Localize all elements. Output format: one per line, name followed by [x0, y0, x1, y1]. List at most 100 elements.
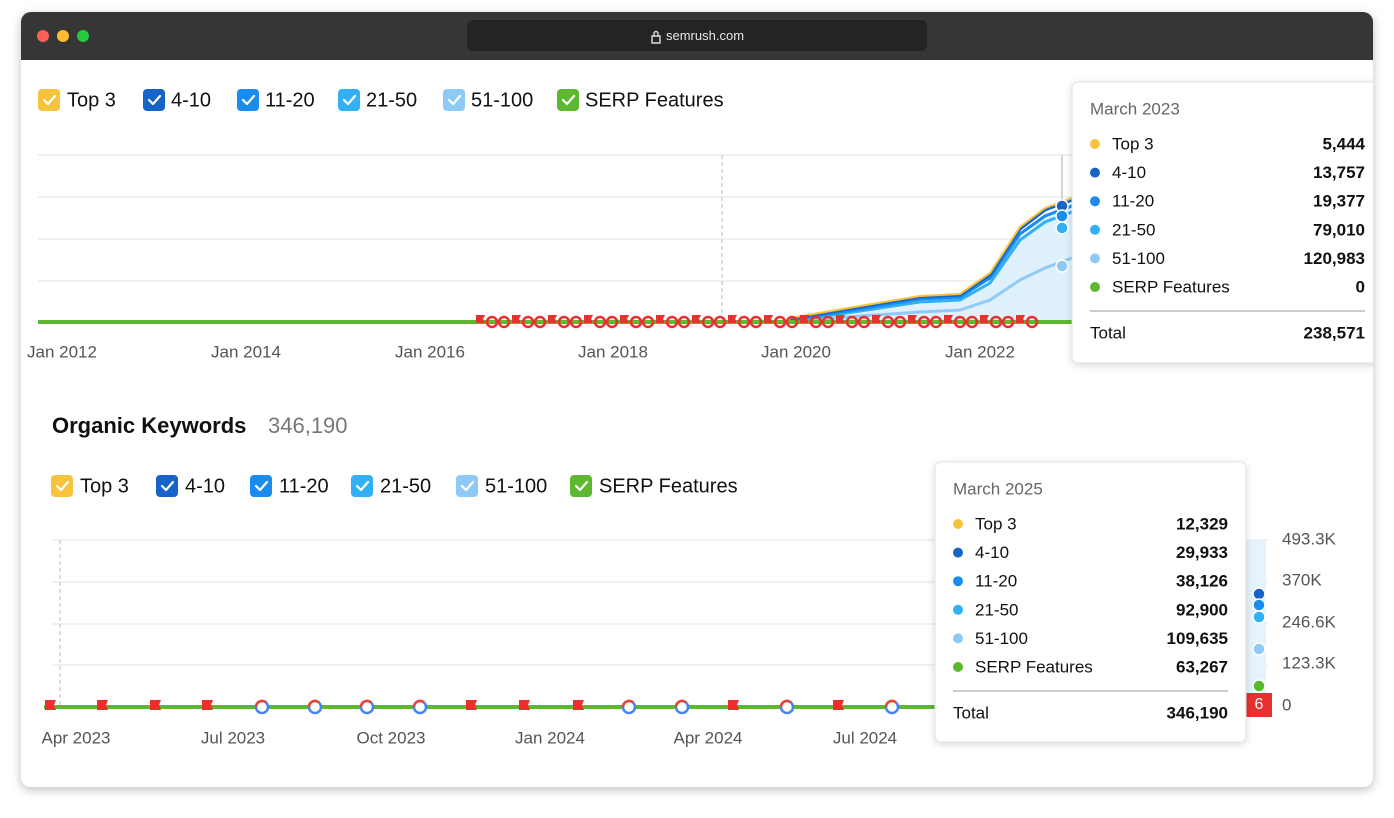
lock-icon: [651, 30, 661, 44]
legend-checkbox[interactable]: [443, 89, 465, 111]
hover-dot: [1252, 679, 1266, 693]
google-icon: [605, 315, 619, 329]
tooltip-label: Top 3: [1112, 134, 1154, 153]
google-icon: [737, 315, 751, 329]
legend-label[interactable]: 4-10: [171, 89, 211, 111]
flag-icon: [573, 700, 584, 714]
google-icon: [953, 315, 967, 329]
close-button[interactable]: [37, 30, 49, 42]
google-icon: [917, 315, 931, 329]
tooltip-label: 21-50: [1112, 220, 1155, 239]
flag-icon: [692, 315, 701, 327]
tooltip-total-label: Total: [1090, 323, 1126, 342]
legend-label[interactable]: Top 3: [67, 89, 116, 111]
google-icon: [857, 315, 871, 329]
flag-icon: [150, 700, 161, 714]
x-axis-label: Jul 2024: [833, 728, 897, 747]
tooltip-value: 109,635: [1167, 629, 1228, 648]
legend-checkbox[interactable]: [51, 475, 73, 497]
legend-label[interactable]: 4-10: [185, 475, 225, 497]
legend-checkbox[interactable]: [557, 89, 579, 111]
google-icon-part: [621, 699, 634, 708]
legend-checkbox[interactable]: [456, 475, 478, 497]
tooltip-dot: [953, 604, 963, 615]
check-mark: [447, 94, 462, 106]
legend-checkbox[interactable]: [250, 475, 272, 497]
tooltip-value: 19,377: [1313, 192, 1365, 211]
legend-label[interactable]: 51-100: [485, 475, 547, 497]
x-axis-label: Jan 2012: [27, 342, 97, 361]
legend-checkbox[interactable]: [338, 89, 360, 111]
tooltip-label: 4-10: [975, 543, 1009, 562]
google-icon: [893, 315, 907, 329]
google-icon: [665, 315, 679, 329]
google-icon: [1025, 315, 1039, 329]
tooltip-dot: [953, 519, 963, 529]
window-content: semrush.com Organic Keywords 346,190 Top…: [21, 12, 1373, 747]
hover-dot: [1055, 209, 1069, 223]
tooltip-value: 38,126: [1176, 572, 1228, 591]
x-axis-label: Jan 2020: [761, 342, 831, 361]
legend-label[interactable]: 51-100: [471, 89, 533, 111]
tooltip-label: SERP Features: [1112, 277, 1230, 296]
legend-label[interactable]: SERP Features: [599, 475, 738, 497]
flag-icon: [620, 315, 629, 327]
tooltip-label: Top 3: [975, 514, 1017, 533]
hover-dot: [1055, 221, 1069, 235]
address-bar[interactable]: [467, 20, 927, 51]
check-mark: [561, 94, 576, 106]
tooltip-value: 29,933: [1176, 543, 1228, 562]
y-axis-label: 0: [1282, 695, 1291, 714]
tooltip-dot: [953, 633, 963, 644]
flag-icon: [872, 315, 881, 327]
google-icon: [629, 315, 643, 329]
url: semrush.com: [666, 28, 744, 43]
check-mark: [241, 94, 256, 106]
tooltip-value: 92,900: [1176, 600, 1228, 619]
legend-label[interactable]: Top 3: [80, 475, 129, 497]
x-axis-label: Apr 2024: [674, 728, 743, 747]
check-mark: [55, 480, 70, 492]
legend-checkbox[interactable]: [38, 89, 60, 111]
google-icon: [821, 315, 835, 329]
flag-icon: [45, 700, 56, 714]
flag-icon: [656, 315, 665, 327]
y-axis-label: 370K: [1282, 570, 1322, 589]
legend-label[interactable]: 11-20: [265, 89, 315, 111]
hover-dot: [1055, 259, 1069, 273]
hover-dot: [1252, 587, 1266, 601]
legend-label[interactable]: 21-50: [380, 475, 431, 497]
legend-checkbox[interactable]: [156, 475, 178, 497]
trend-line: [789, 256, 1073, 324]
google-icon-part: [779, 699, 792, 708]
minimize-button[interactable]: [57, 30, 69, 42]
keyword-count: 346,190: [268, 413, 348, 438]
x-axis-label: Jan 2014: [211, 342, 281, 361]
flag-icon: [800, 315, 809, 327]
google-icon-part: [254, 699, 267, 708]
y-axis-label: 123.3K: [1282, 653, 1337, 672]
tooltip-dot: [1090, 253, 1100, 264]
tooltip-label: 11-20: [975, 572, 1017, 591]
legend-label[interactable]: 21-50: [366, 89, 417, 111]
google-icon: [965, 315, 979, 329]
zoom-button[interactable]: [77, 30, 89, 42]
annotation-badge[interactable]: [1246, 693, 1272, 717]
hover-dot: [1252, 642, 1266, 656]
flag-icon: [908, 315, 917, 327]
tooltip-dot: [953, 662, 963, 672]
legend-checkbox[interactable]: [143, 89, 165, 111]
google-icon: [1001, 315, 1015, 329]
tooltip-dot: [953, 576, 963, 587]
legend-checkbox[interactable]: [351, 475, 373, 497]
flag-icon: [202, 700, 213, 714]
legend-checkbox[interactable]: [237, 89, 259, 111]
check-mark: [160, 480, 175, 492]
legend-label[interactable]: SERP Features: [585, 89, 724, 111]
y-axis-label: 246.6K: [1282, 612, 1337, 631]
flag-icon: [548, 315, 557, 327]
legend-checkbox[interactable]: [570, 475, 592, 497]
trend-line: [789, 204, 1073, 322]
google-icon: [929, 315, 943, 329]
legend-label[interactable]: 11-20: [279, 475, 329, 497]
